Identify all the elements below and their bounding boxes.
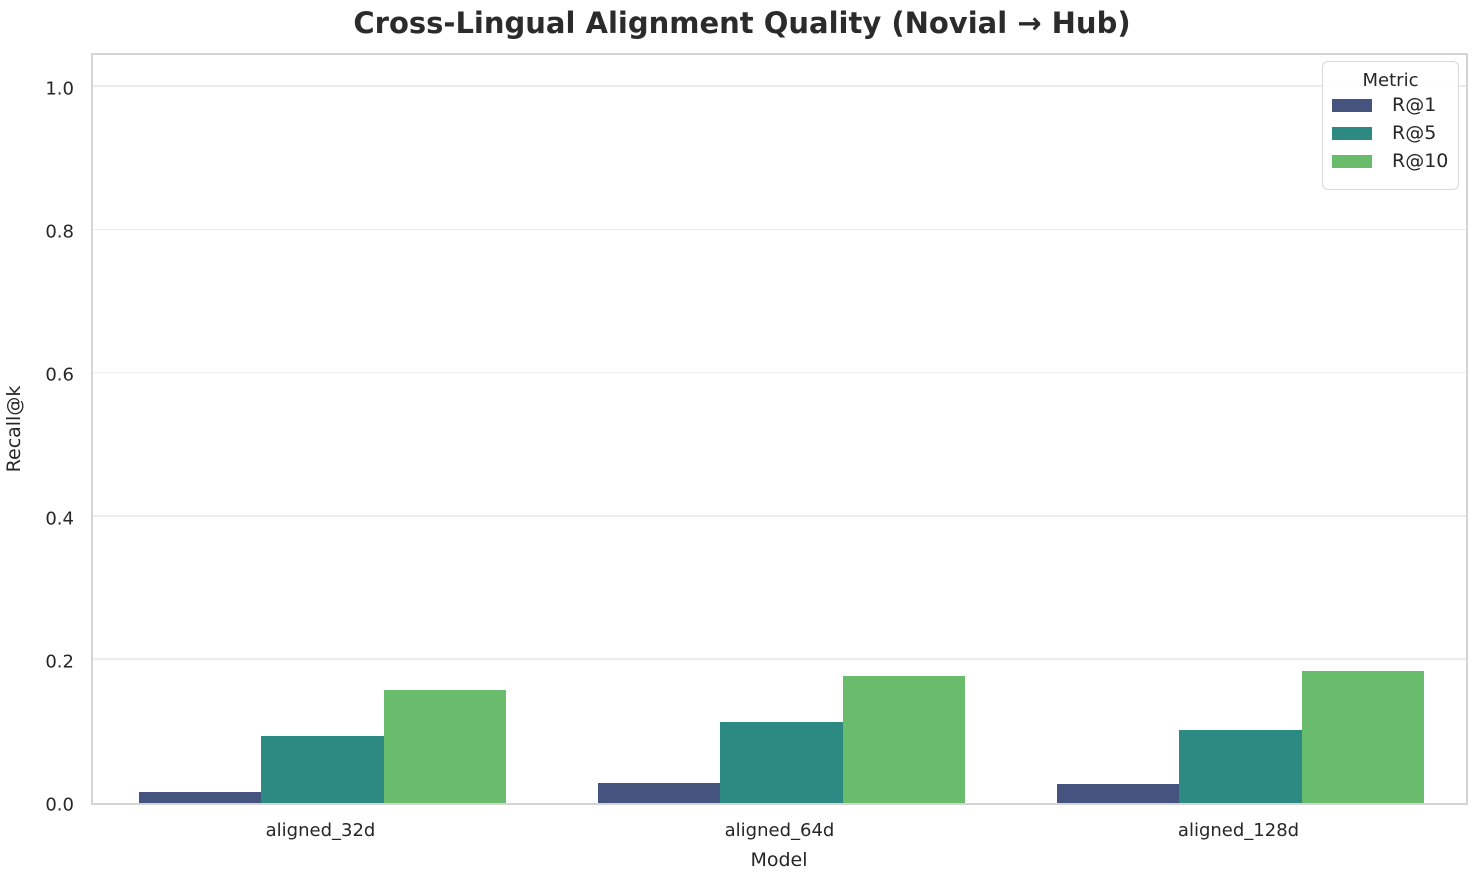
gridline [93, 658, 1466, 660]
bar-aligned_128d-R@5 [1179, 729, 1302, 803]
y-tick-label: 0.2 [45, 651, 74, 673]
y-tick-label: 0.4 [45, 508, 74, 530]
bar-aligned_128d-R@10 [1301, 671, 1425, 803]
legend-title: Metric [1362, 70, 1419, 91]
plot-area [91, 53, 1468, 805]
gridline [93, 85, 1466, 87]
gridline [93, 228, 1466, 231]
legend-items: R@1 R@5 R@10 [1323, 91, 1458, 175]
bar-aligned_32d-R@5 [261, 735, 384, 803]
x-tick-label-aligned_32d: aligned_32d [265, 820, 376, 841]
x-tick-label-aligned_128d: aligned_128d [1177, 820, 1300, 841]
y-tick-label: 0.0 [45, 794, 74, 816]
bar-aligned_32d-R@10 [383, 689, 507, 803]
legend-label: R@10 [1392, 150, 1449, 172]
legend-item-R@1: R@1 [1323, 91, 1458, 119]
bar-aligned_64d-R@5 [720, 722, 843, 803]
legend: Metric R@1 R@5 R@10 [1322, 61, 1459, 190]
legend-swatch-icon [1332, 126, 1372, 140]
gridline [93, 515, 1466, 517]
bar-aligned_128d-R@1 [1056, 784, 1180, 803]
bar-aligned_64d-R@10 [842, 676, 966, 803]
gridline [93, 371, 1466, 374]
legend-label: R@1 [1392, 94, 1437, 116]
legend-item-R@5: R@5 [1323, 119, 1458, 147]
legend-swatch-icon [1332, 154, 1372, 168]
x-axis-label: Model [750, 849, 808, 871]
x-tick-label-aligned_64d: aligned_64d [724, 820, 835, 841]
legend-item-R@10: R@10 [1323, 147, 1458, 175]
y-tick-label: 0.8 [45, 221, 74, 243]
bar-aligned_64d-R@1 [597, 782, 721, 803]
chart-title: Cross-Lingual Alignment Quality (Novial … [353, 6, 1131, 40]
bar-aligned_32d-R@1 [138, 792, 262, 803]
y-tick-label: 0.6 [45, 364, 74, 386]
legend-swatch-icon [1332, 98, 1372, 112]
legend-label: R@5 [1392, 122, 1437, 144]
y-tick-label: 1.0 [45, 78, 74, 100]
y-axis-label: Recall@k [3, 385, 25, 473]
